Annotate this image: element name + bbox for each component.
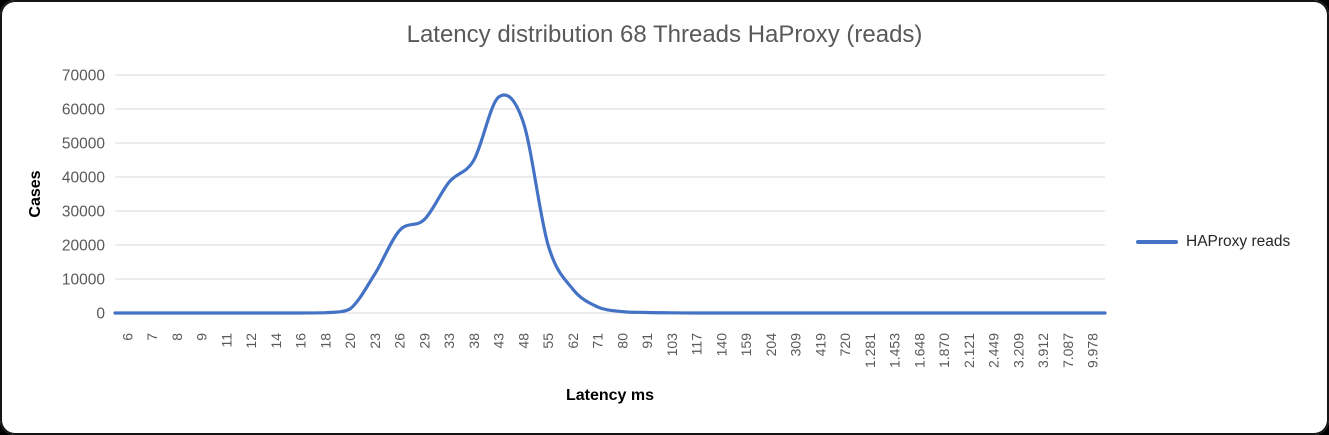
- x-tick-label: 55: [540, 333, 556, 349]
- x-axis-title: Latency ms: [565, 387, 655, 404]
- x-tick-label: 33: [441, 333, 457, 349]
- x-tick-label: 18: [317, 333, 333, 349]
- y-tick-label: 20000: [62, 238, 105, 255]
- y-tick-label: 0: [96, 306, 105, 323]
- y-tick-label: 40000: [62, 170, 105, 187]
- x-tick-label: 38: [466, 333, 482, 349]
- legend: HAProxy reads: [1136, 233, 1290, 251]
- x-tick-label: 2.449: [986, 333, 1002, 368]
- x-tick-label: 1.281: [862, 333, 878, 368]
- x-tick-label: 204: [763, 333, 779, 357]
- x-tick-label: 71: [590, 333, 606, 349]
- y-tick-label: 70000: [62, 68, 105, 85]
- x-tick-label: 62: [565, 333, 581, 349]
- x-tick-label: 159: [738, 333, 754, 357]
- x-tick-label: 91: [639, 333, 655, 349]
- x-tick-label: 8: [169, 333, 185, 341]
- x-tick-label: 1.648: [911, 333, 927, 368]
- series-line-haproxy-reads: [113, 93, 1107, 315]
- x-tick-label: 140: [713, 333, 729, 357]
- y-tick-label: 30000: [62, 204, 105, 221]
- y-tick-label: 10000: [62, 272, 105, 289]
- x-tick-label: 48: [515, 333, 531, 349]
- x-tick-label: 80: [614, 333, 630, 349]
- x-tick-label: 1.453: [887, 333, 903, 368]
- x-tick-label: 29: [416, 333, 432, 349]
- y-tick-label: 60000: [62, 102, 105, 119]
- legend-label: HAProxy reads: [1186, 233, 1291, 250]
- x-tick-label: 43: [491, 333, 507, 349]
- x-tick-label: 117: [689, 333, 705, 356]
- x-tick-label: 720: [837, 333, 853, 357]
- x-tick-label: 9.978: [1085, 333, 1101, 368]
- x-tick-label: 20: [342, 333, 358, 349]
- x-tick-label: 7.087: [1060, 333, 1076, 368]
- x-tick-label: 23: [367, 333, 383, 349]
- x-tick-label: 3.209: [1010, 333, 1026, 368]
- x-tick-label: 11: [218, 333, 234, 348]
- y-axis-title: Cases: [27, 170, 44, 218]
- chart-title: Latency distribution 68 Threads HaProxy …: [406, 21, 923, 48]
- x-tick-label: 14: [268, 333, 284, 349]
- x-tick-label: 9: [194, 333, 210, 341]
- x-tick-label: 7: [144, 333, 160, 341]
- x-tick-label: 419: [812, 333, 828, 357]
- legend-line-swatch: [1136, 240, 1178, 244]
- x-tick-label: 26: [392, 333, 408, 349]
- x-tick-label: 3.912: [1035, 333, 1051, 368]
- x-tick-label: 6: [119, 333, 135, 341]
- x-tick-label: 1.870: [936, 333, 952, 368]
- y-tick-label: 50000: [62, 136, 105, 153]
- x-tick-label: 309: [788, 333, 804, 357]
- x-tick-label: 12: [243, 333, 259, 349]
- x-tick-label: 2.121: [961, 333, 977, 368]
- x-tick-label: 103: [664, 333, 680, 357]
- x-tick-label: 16: [293, 333, 309, 349]
